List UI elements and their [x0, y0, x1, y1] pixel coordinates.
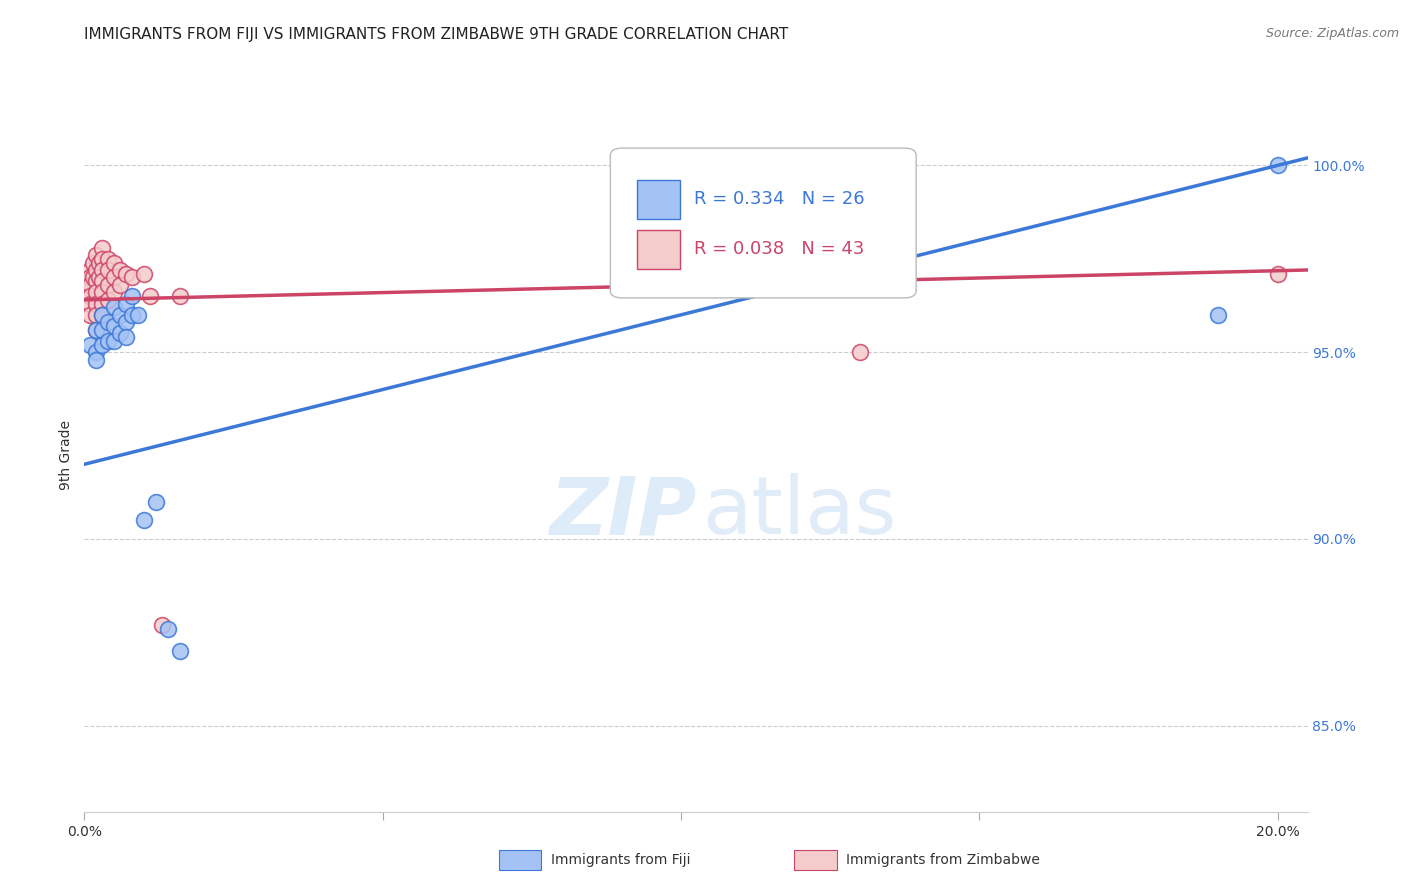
Point: [84, 274, 107, 288]
Point: [79, 289, 101, 303]
Text: IMMIGRANTS FROM FIJI VS IMMIGRANTS FROM ZIMBABWE 9TH GRADE CORRELATION CHART: IMMIGRANTS FROM FIJI VS IMMIGRANTS FROM …: [84, 27, 789, 42]
Point: [79, 296, 101, 310]
Point: [108, 326, 131, 341]
Point: [79, 263, 101, 277]
Point: [84, 345, 107, 359]
Point: [91, 308, 114, 322]
Point: [115, 330, 138, 344]
Point: [91, 274, 114, 288]
Point: [79, 277, 101, 292]
Point: [115, 315, 138, 329]
Point: [103, 285, 125, 300]
Point: [115, 267, 138, 281]
Point: [91, 337, 114, 351]
Point: [84, 323, 107, 337]
Point: [84, 263, 107, 277]
Point: [145, 494, 167, 508]
Point: [79, 270, 101, 285]
Point: [91, 285, 114, 300]
Point: [103, 318, 125, 333]
Point: [108, 308, 131, 322]
Point: [91, 296, 114, 310]
Bar: [637, 180, 681, 219]
Point: [97, 315, 120, 329]
Text: atlas: atlas: [702, 473, 897, 551]
Point: [89, 255, 111, 269]
Point: [103, 270, 125, 285]
Point: [82, 270, 104, 285]
Point: [108, 277, 131, 292]
Point: [84, 308, 107, 322]
Point: [121, 308, 143, 322]
Point: [76, 277, 98, 292]
Point: [84, 352, 107, 367]
FancyBboxPatch shape: [610, 148, 917, 298]
Point: [97, 252, 120, 266]
Text: Immigrants from Zimbabwe: Immigrants from Zimbabwe: [846, 853, 1040, 867]
Point: [91, 323, 114, 337]
Point: [97, 293, 120, 307]
Point: [1206, 308, 1229, 322]
Point: [121, 270, 143, 285]
Point: [89, 270, 111, 285]
Point: [156, 622, 179, 636]
Point: [139, 289, 162, 303]
Point: [84, 323, 107, 337]
Point: [103, 334, 125, 348]
Point: [103, 255, 125, 269]
Text: R = 0.334   N = 26: R = 0.334 N = 26: [693, 191, 865, 209]
Point: [91, 252, 114, 266]
Point: [108, 263, 131, 277]
Point: [1267, 267, 1289, 281]
Point: [91, 308, 114, 322]
Point: [150, 618, 173, 632]
Point: [76, 285, 98, 300]
Point: [169, 644, 191, 658]
Point: [79, 308, 101, 322]
Point: [132, 513, 155, 527]
Text: R = 0.038   N = 43: R = 0.038 N = 43: [693, 241, 863, 259]
Point: [84, 248, 107, 262]
Text: Source: ZipAtlas.com: Source: ZipAtlas.com: [1265, 27, 1399, 40]
Point: [91, 263, 114, 277]
Point: [82, 255, 104, 269]
Point: [91, 241, 114, 255]
Point: [103, 301, 125, 315]
Point: [97, 334, 120, 348]
Point: [115, 296, 138, 310]
Text: Immigrants from Fiji: Immigrants from Fiji: [551, 853, 690, 867]
Point: [97, 277, 120, 292]
Point: [132, 267, 155, 281]
Point: [1267, 158, 1289, 172]
Point: [84, 296, 107, 310]
Y-axis label: 9th Grade: 9th Grade: [59, 420, 73, 490]
Point: [84, 285, 107, 300]
Bar: [637, 230, 681, 269]
Text: ZIP: ZIP: [548, 473, 696, 551]
Point: [97, 263, 120, 277]
Point: [169, 289, 191, 303]
Point: [79, 337, 101, 351]
Point: [127, 308, 149, 322]
Point: [121, 289, 143, 303]
Point: [849, 345, 872, 359]
